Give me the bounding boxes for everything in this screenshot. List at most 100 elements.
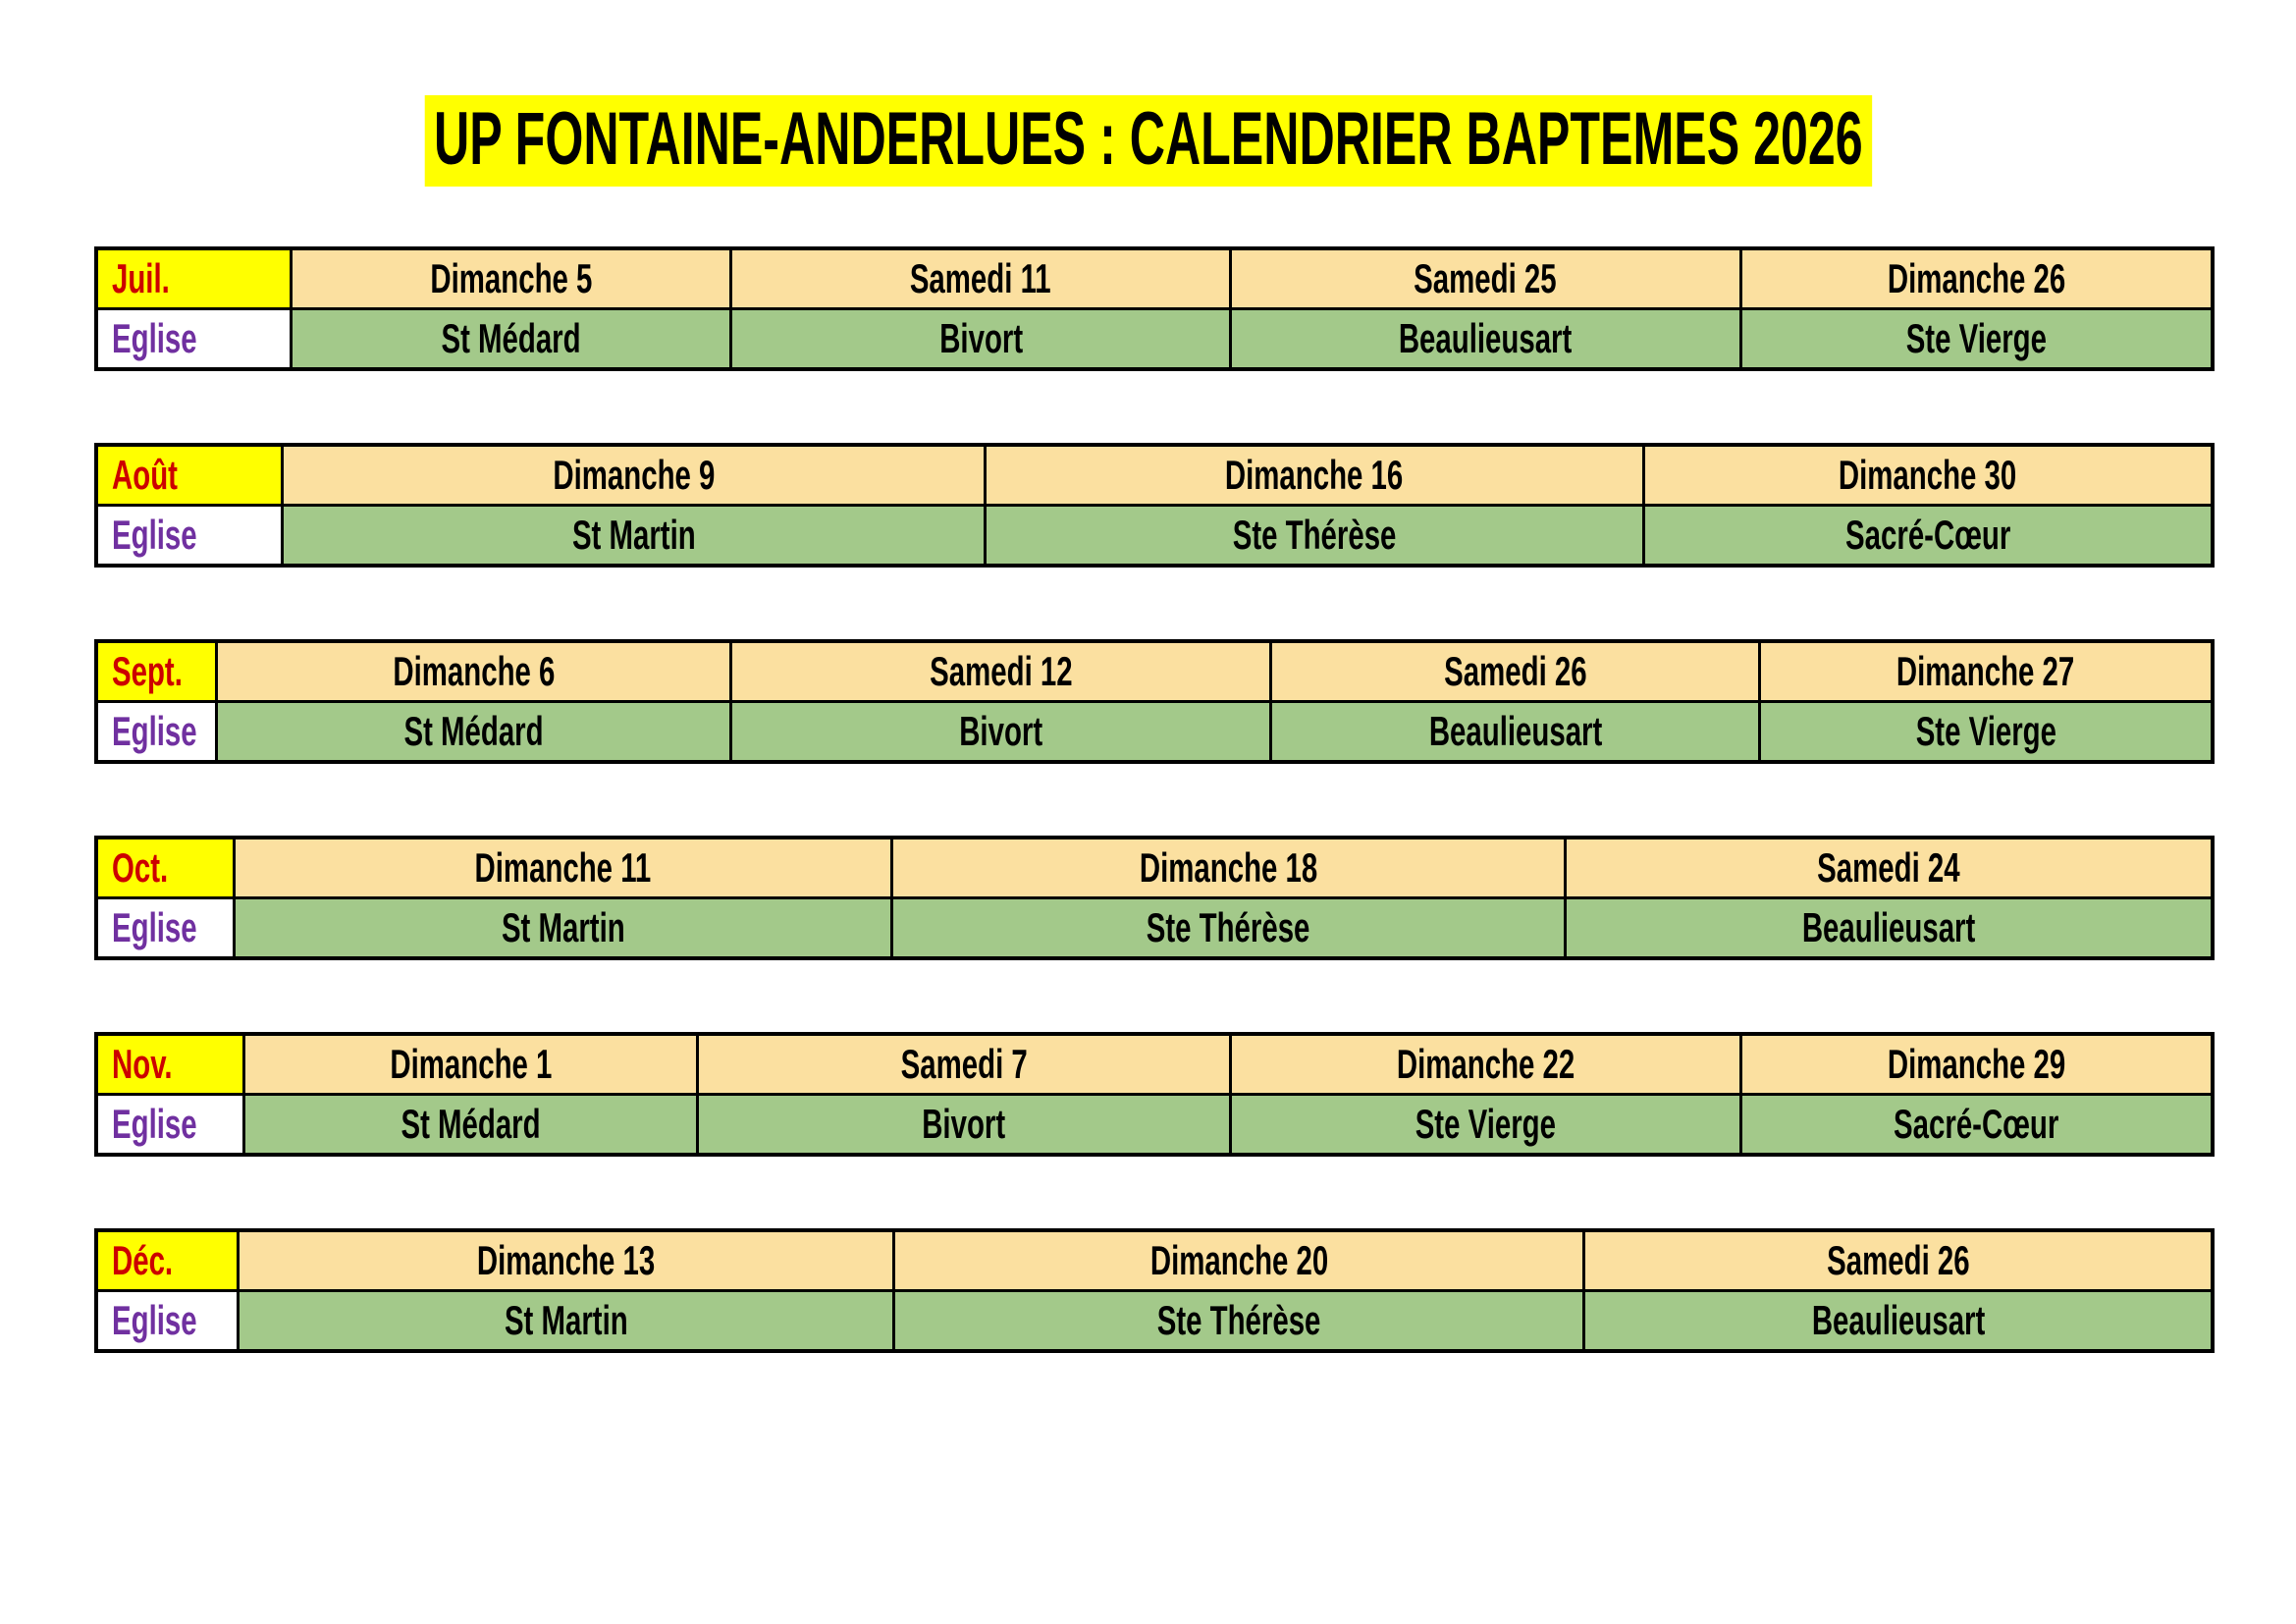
- church-cell: Ste Thérèse: [892, 1289, 1586, 1353]
- date-cell: Samedi 24: [1563, 836, 2215, 900]
- date-cell: Dimanche 1: [242, 1032, 699, 1097]
- month-label-text: Juil.: [112, 255, 170, 302]
- church-text: St Médard: [400, 1101, 541, 1148]
- date-text: Dimanche 30: [1839, 452, 2017, 499]
- date-text: Dimanche 20: [1149, 1237, 1328, 1284]
- date-cell: Dimanche 20: [892, 1228, 1586, 1293]
- church-cell: St Martin: [232, 896, 894, 960]
- eglise-label-text: Eglise: [112, 315, 197, 362]
- month-label-text: Sept.: [112, 648, 183, 695]
- eglise-label-cell: Eglise: [94, 1289, 240, 1353]
- month-label-cell: Déc.: [94, 1228, 240, 1293]
- church-text: Beaulieusart: [1811, 1297, 1985, 1344]
- date-cell: Dimanche 27: [1758, 639, 2215, 704]
- month-label-cell: Nov.: [94, 1032, 246, 1097]
- date-text: Samedi 11: [910, 255, 1052, 302]
- date-text: Dimanche 16: [1225, 452, 1404, 499]
- eglise-label-cell: Eglise: [94, 700, 219, 764]
- church-text: St Médard: [403, 708, 544, 755]
- date-cell: Samedi 7: [695, 1032, 1233, 1097]
- date-text: Samedi 26: [1826, 1237, 1970, 1284]
- church-cell: St Médard: [215, 700, 733, 764]
- church-cell: Beaulieusart: [1582, 1289, 2215, 1353]
- eglise-label-text: Eglise: [112, 512, 197, 559]
- eglise-label-cell: Eglise: [94, 896, 236, 960]
- church-text: Sacré-Cœur: [1844, 512, 2010, 559]
- date-text: Dimanche 29: [1887, 1041, 2066, 1088]
- church-text: Ste Thérèse: [1232, 512, 1397, 559]
- church-text: Ste Thérèse: [1156, 1297, 1321, 1344]
- month-table-juillet: Juil. Dimanche 5 Samedi 11 Samedi 25 Dim…: [94, 246, 2215, 372]
- date-cell: Dimanche 26: [1738, 246, 2215, 311]
- date-cell: Samedi 26: [1582, 1228, 2215, 1293]
- date-cell: Dimanche 6: [215, 639, 733, 704]
- church-cell: Beaulieusart: [1563, 896, 2215, 960]
- date-text: Samedi 24: [1817, 844, 1960, 892]
- date-text: Dimanche 27: [1896, 648, 2075, 695]
- dates-row: Nov. Dimanche 1 Samedi 7 Dimanche 22 Dim…: [94, 1032, 2215, 1097]
- date-cell: Dimanche 29: [1738, 1032, 2215, 1097]
- month-label-text: Août: [112, 452, 178, 499]
- church-text: Sacré-Cœur: [1894, 1101, 2059, 1148]
- church-cell: Ste Thérèse: [890, 896, 1567, 960]
- church-text: Beaulieusart: [1801, 904, 1976, 951]
- church-cell: Ste Thérèse: [984, 504, 1645, 568]
- church-text: St Martin: [501, 904, 625, 951]
- date-text: Samedi 12: [929, 648, 1073, 695]
- church-text: St Martin: [571, 512, 696, 559]
- month-label-cell: Juil.: [94, 246, 293, 311]
- church-cell: Ste Vierge: [1758, 700, 2215, 764]
- month-table-septembre: Sept. Dimanche 6 Samedi 12 Samedi 26 Dim…: [94, 639, 2215, 765]
- church-cell: Beaulieusart: [1229, 307, 1742, 371]
- date-text: Dimanche 9: [553, 452, 716, 499]
- date-text: Dimanche 13: [476, 1237, 656, 1284]
- church-text: Ste Thérèse: [1147, 904, 1310, 951]
- eglise-label-text: Eglise: [112, 904, 197, 951]
- church-cell: St Martin: [281, 504, 987, 568]
- churches-row: Eglise St Martin Ste Thérèse Sacré-Cœur: [94, 504, 2215, 568]
- date-cell: Samedi 25: [1229, 246, 1742, 311]
- church-text: Ste Vierge: [1915, 708, 2056, 755]
- church-text: Beaulieusart: [1428, 708, 1602, 755]
- church-cell: Sacré-Cœur: [1738, 1093, 2215, 1157]
- church-cell: Beaulieusart: [1269, 700, 1762, 764]
- date-cell: Samedi 12: [729, 639, 1273, 704]
- date-cell: Samedi 26: [1269, 639, 1762, 704]
- eglise-label-cell: Eglise: [94, 307, 293, 371]
- date-cell: Dimanche 9: [281, 443, 987, 508]
- church-cell: Bivort: [695, 1093, 1233, 1157]
- date-text: Dimanche 26: [1887, 255, 2066, 302]
- date-text: Dimanche 6: [393, 648, 556, 695]
- month-label-text: Déc.: [112, 1237, 174, 1284]
- church-text: Bivort: [959, 708, 1043, 755]
- date-cell: Dimanche 11: [232, 836, 894, 900]
- date-cell: Dimanche 18: [890, 836, 1567, 900]
- churches-row: Eglise St Médard Bivort Beaulieusart Ste…: [94, 307, 2215, 371]
- month-table-octobre: Oct. Dimanche 11 Dimanche 18 Samedi 24 E…: [94, 836, 2215, 961]
- church-cell: St Médard: [289, 307, 733, 371]
- month-label-text: Nov.: [112, 1041, 173, 1088]
- church-cell: Bivort: [729, 700, 1273, 764]
- churches-row: Eglise St Médard Bivort Beaulieusart Ste…: [94, 700, 2215, 764]
- date-text: Samedi 7: [900, 1041, 1028, 1088]
- date-cell: Dimanche 22: [1229, 1032, 1742, 1097]
- date-cell: Samedi 11: [729, 246, 1233, 311]
- church-text: Ste Vierge: [1905, 315, 2047, 362]
- eglise-label-text: Eglise: [112, 708, 197, 755]
- month-table-aout: Août Dimanche 9 Dimanche 16 Dimanche 30 …: [94, 443, 2215, 568]
- title-row: UP FONTAINE-ANDERLUES : CALENDRIER BAPTE…: [0, 0, 2296, 188]
- month-table-novembre: Nov. Dimanche 1 Samedi 7 Dimanche 22 Dim…: [94, 1032, 2215, 1158]
- date-text: Dimanche 18: [1139, 844, 1318, 892]
- church-cell: St Martin: [236, 1289, 896, 1353]
- date-cell: Dimanche 5: [289, 246, 733, 311]
- dates-row: Juil. Dimanche 5 Samedi 11 Samedi 25 Dim…: [94, 246, 2215, 311]
- date-text: Dimanche 5: [430, 255, 593, 302]
- date-cell: Dimanche 16: [984, 443, 1645, 508]
- month-tables: Juil. Dimanche 5 Samedi 11 Samedi 25 Dim…: [94, 246, 2215, 1354]
- church-text: Bivort: [938, 315, 1023, 362]
- month-label-text: Oct.: [112, 844, 169, 892]
- page-title: UP FONTAINE-ANDERLUES : CALENDRIER BAPTE…: [424, 95, 1872, 188]
- eglise-label-cell: Eglise: [94, 504, 285, 568]
- church-text: Beaulieusart: [1399, 315, 1573, 362]
